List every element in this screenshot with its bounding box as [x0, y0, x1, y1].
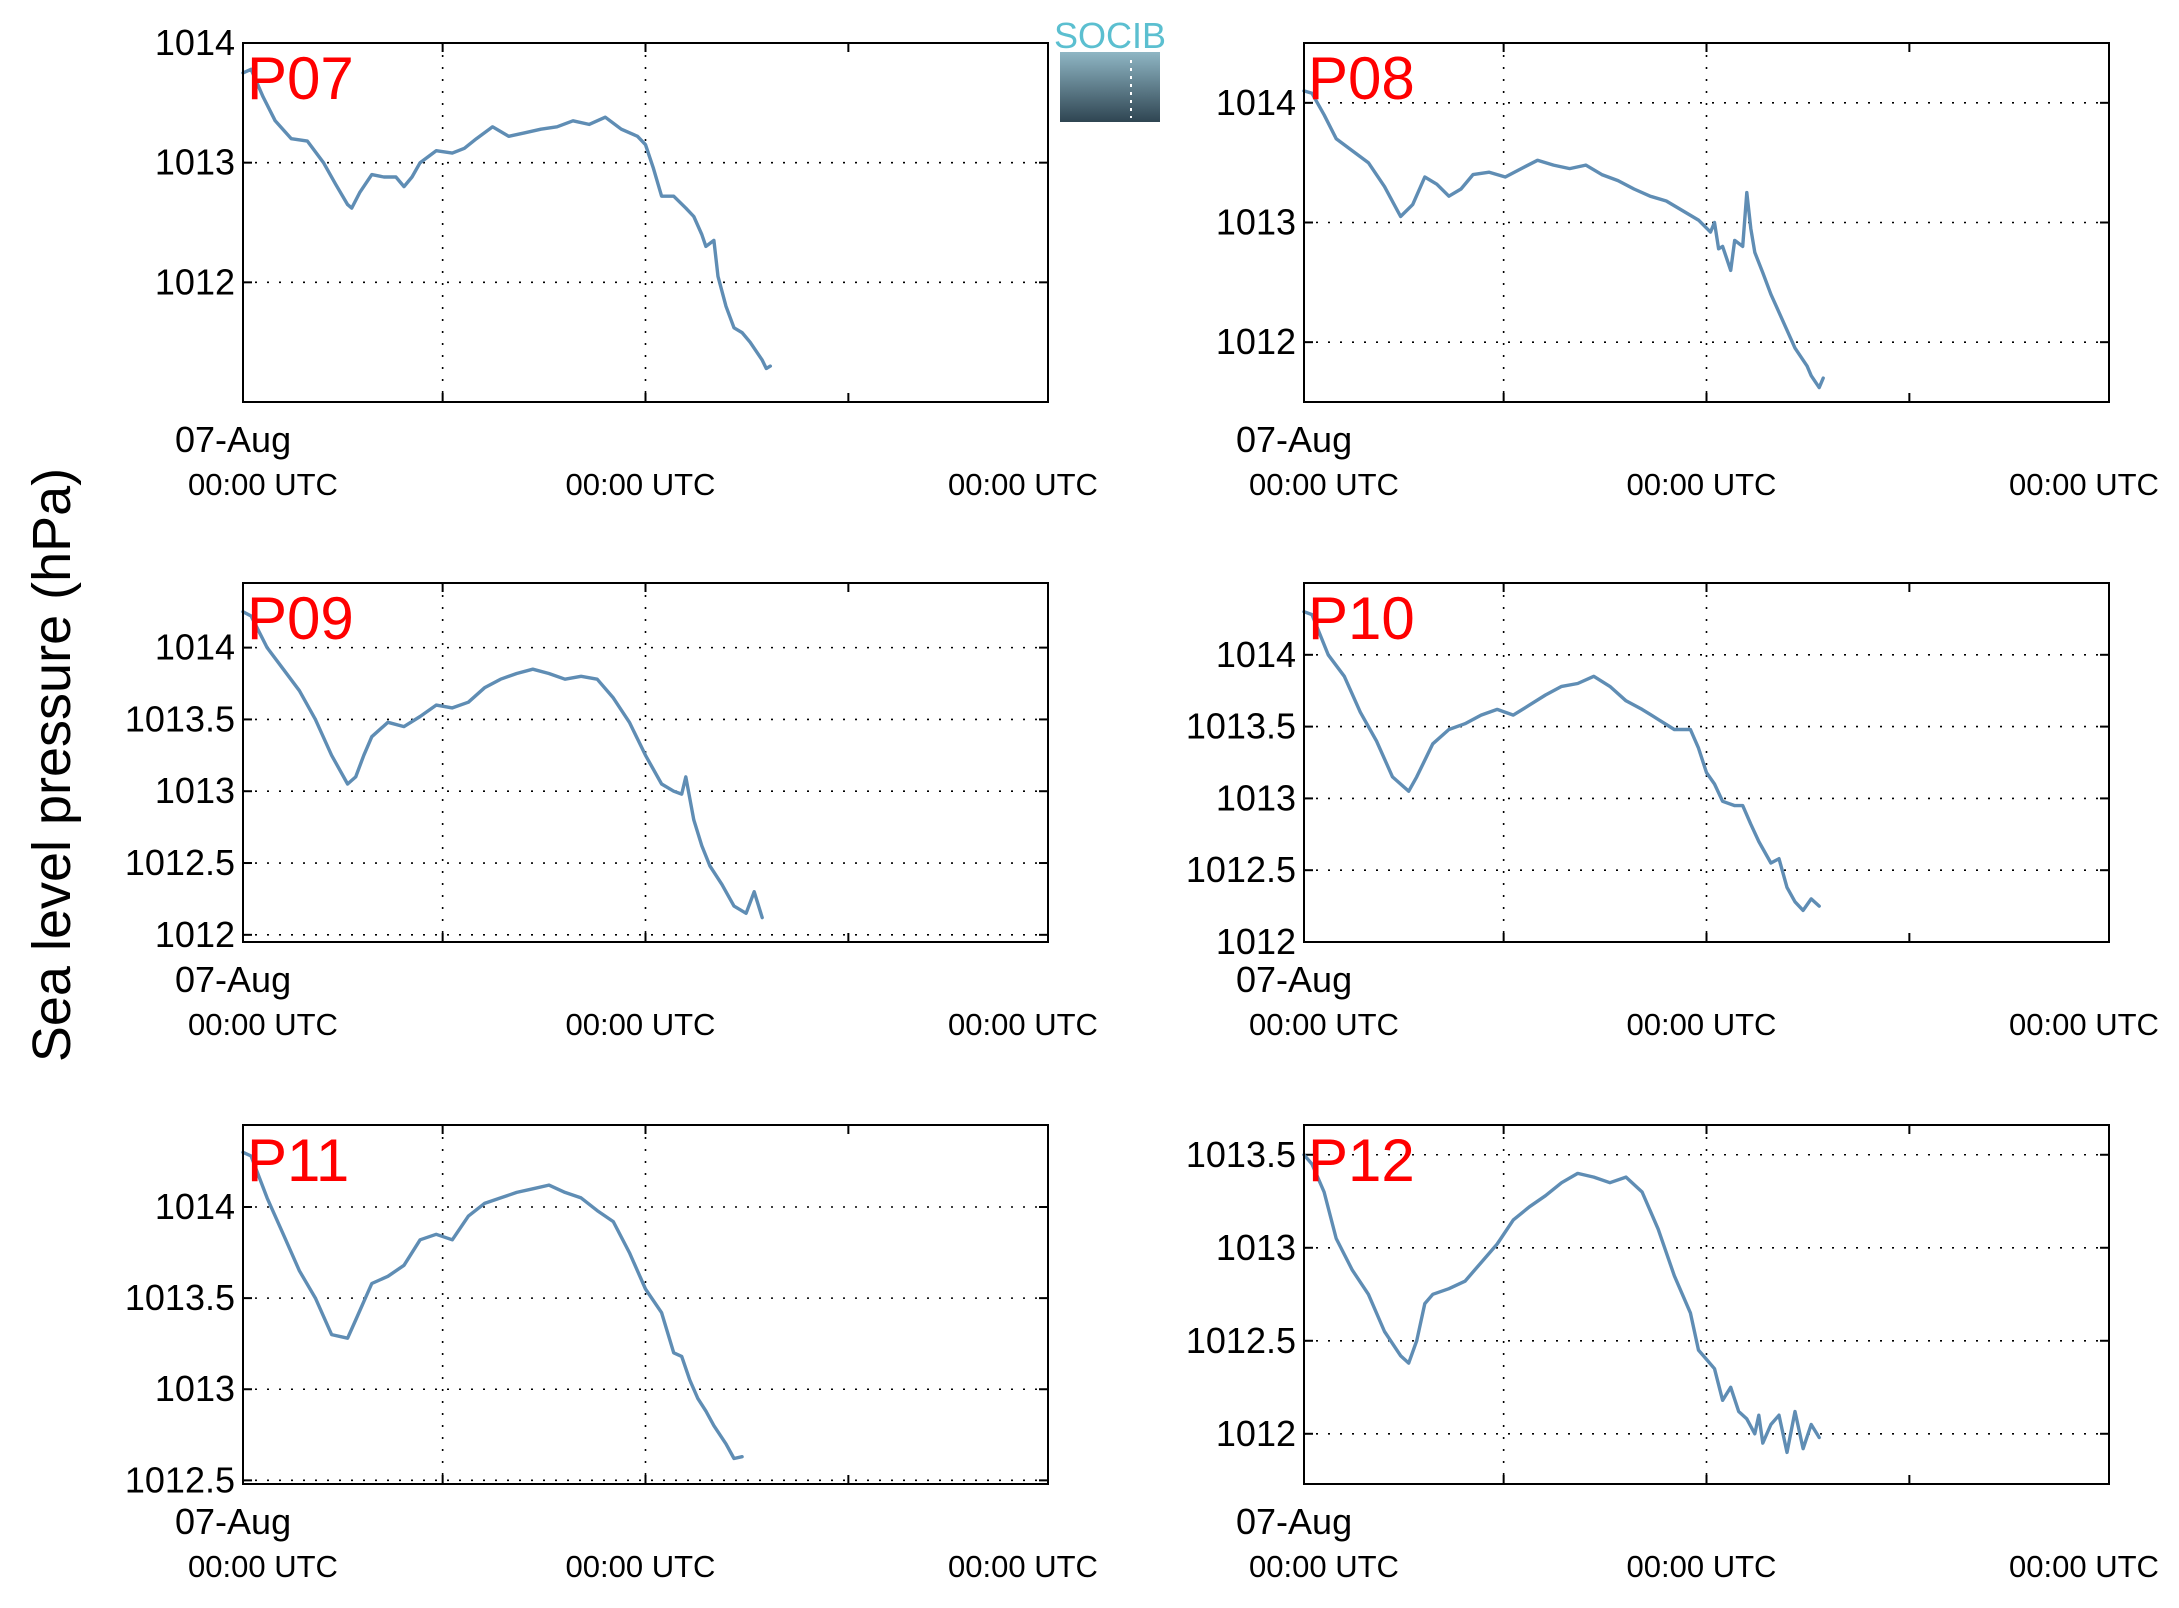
y-tick-label: 1012.5: [1186, 1320, 1296, 1361]
x-time-label: 00:00 UTC: [188, 1007, 338, 1042]
x-time-label: 00:00 UTC: [948, 1549, 1098, 1584]
x-time-label: 00:00 UTC: [2009, 467, 2159, 502]
y-tick-label: 1014: [155, 1186, 235, 1227]
panel-tag-p08: P08: [1308, 45, 1415, 112]
y-tick-label: 1013: [1216, 1227, 1296, 1268]
plot-frame: [1303, 582, 2110, 943]
socib-logo-text: SOCIB: [1054, 15, 1166, 56]
x-date-label: 07-Aug: [175, 419, 291, 460]
plot-frame: [1303, 1124, 2110, 1485]
y-tick-label: 1012: [155, 261, 235, 302]
plot-frame: [242, 42, 1049, 403]
chart-panel-p10: 1014 1013.5 1013 1012.5 1012 P10 07-Aug 00:00 U…: [1186, 582, 2159, 1042]
x-time-label: 00:00 UTC: [948, 467, 1098, 502]
y-tick-label: 1012: [155, 914, 235, 955]
x-time-label: 00:00 UTC: [566, 467, 716, 502]
y-tick-label: 1012.5: [125, 842, 235, 883]
socib-logo: SOCIB: [1054, 15, 1166, 122]
chart-panel-p11: 1014 1013.5 1013 1012.5 P11 07-Aug 00:00 UTC 00…: [125, 1124, 1098, 1584]
pressure-series-line-p09: [241, 610, 764, 920]
y-tick-label: 1014: [155, 627, 235, 668]
y-tick-label: 1013.5: [1186, 1134, 1296, 1175]
plot-frame: [242, 582, 1049, 943]
x-time-label: 00:00 UTC: [1249, 1007, 1399, 1042]
x-time-label: 00:00 UTC: [2009, 1007, 2159, 1042]
x-time-label: 00:00 UTC: [1627, 467, 1777, 502]
panel-tag-p11: P11: [247, 1127, 349, 1194]
y-tick-label: 1013: [1216, 777, 1296, 818]
x-date-label: 07-Aug: [1236, 1501, 1352, 1542]
x-time-label: 00:00 UTC: [1249, 1549, 1399, 1584]
y-tick-label: 1013.5: [125, 1277, 235, 1318]
chart-panel-p07: 1014 1013 1012 P07 07-Aug 00:00 UTC 00:00 UTC 0…: [155, 22, 1098, 502]
pressure-series-line-p08: [1302, 89, 1825, 390]
panel-tag-p07: P07: [247, 45, 354, 112]
x-date-label: 07-Aug: [175, 959, 291, 1000]
plot-frame: [242, 1124, 1049, 1485]
x-date-label: 07-Aug: [1236, 959, 1352, 1000]
y-tick-label: 1012.5: [1186, 849, 1296, 890]
x-time-label: 00:00 UTC: [1249, 467, 1399, 502]
chart-panel-p08: 1014 1013 1012 P08 07-Aug 00:00 UTC 00:00 UTC 0…: [1216, 42, 2159, 502]
pressure-series-line-p12: [1302, 1153, 1821, 1455]
y-tick-label: 1012.5: [125, 1459, 235, 1500]
y-tick-label: 1012: [1216, 321, 1296, 362]
x-time-label: 00:00 UTC: [1627, 1007, 1777, 1042]
x-time-label: 00:00 UTC: [188, 1549, 338, 1584]
x-time-label: 00:00 UTC: [566, 1549, 716, 1584]
y-tick-label: 1013: [155, 1368, 235, 1409]
x-time-label: 00:00 UTC: [948, 1007, 1098, 1042]
pressure-series-line-p10: [1302, 610, 1821, 913]
y-tick-label: 1012: [1216, 1413, 1296, 1454]
y-tick-label: 1014: [1216, 634, 1296, 675]
y-tick-label: 1014: [1216, 82, 1296, 123]
panel-tag-p09: P09: [247, 585, 354, 652]
x-date-label: 07-Aug: [175, 1501, 291, 1542]
plot-frame: [1303, 42, 2110, 403]
y-tick-label: 1013.5: [1186, 706, 1296, 747]
socib-logo-block: [1060, 52, 1160, 122]
y-tick-label: 1013: [1216, 202, 1296, 243]
y-tick-label: 1013: [155, 770, 235, 811]
x-time-label: 00:00 UTC: [2009, 1549, 2159, 1584]
x-time-label: 00:00 UTC: [188, 467, 338, 502]
y-tick-label: 1013.5: [125, 698, 235, 739]
panel-tag-p10: P10: [1308, 585, 1415, 652]
chart-panel-p09: 1014 1013.5 1013 1012.5 1012 P09 07-Aug 00:00 U…: [125, 582, 1098, 1042]
y-axis-label: Sea level pressure (hPa): [22, 468, 82, 1062]
pressure-series-line-p07: [241, 67, 772, 371]
chart-panel-p12: 1013.5 1013 1012.5 1012 P12 07-Aug 00:00 UTC 00…: [1186, 1124, 2159, 1584]
pressure-series-line-p11: [241, 1150, 744, 1461]
y-tick-label: 1014: [155, 22, 235, 63]
y-tick-label: 1012: [1216, 921, 1296, 962]
panel-tag-p12: P12: [1308, 1127, 1415, 1194]
x-time-label: 00:00 UTC: [1627, 1549, 1777, 1584]
y-tick-label: 1013: [155, 142, 235, 183]
x-time-label: 00:00 UTC: [566, 1007, 716, 1042]
x-date-label: 07-Aug: [1236, 419, 1352, 460]
